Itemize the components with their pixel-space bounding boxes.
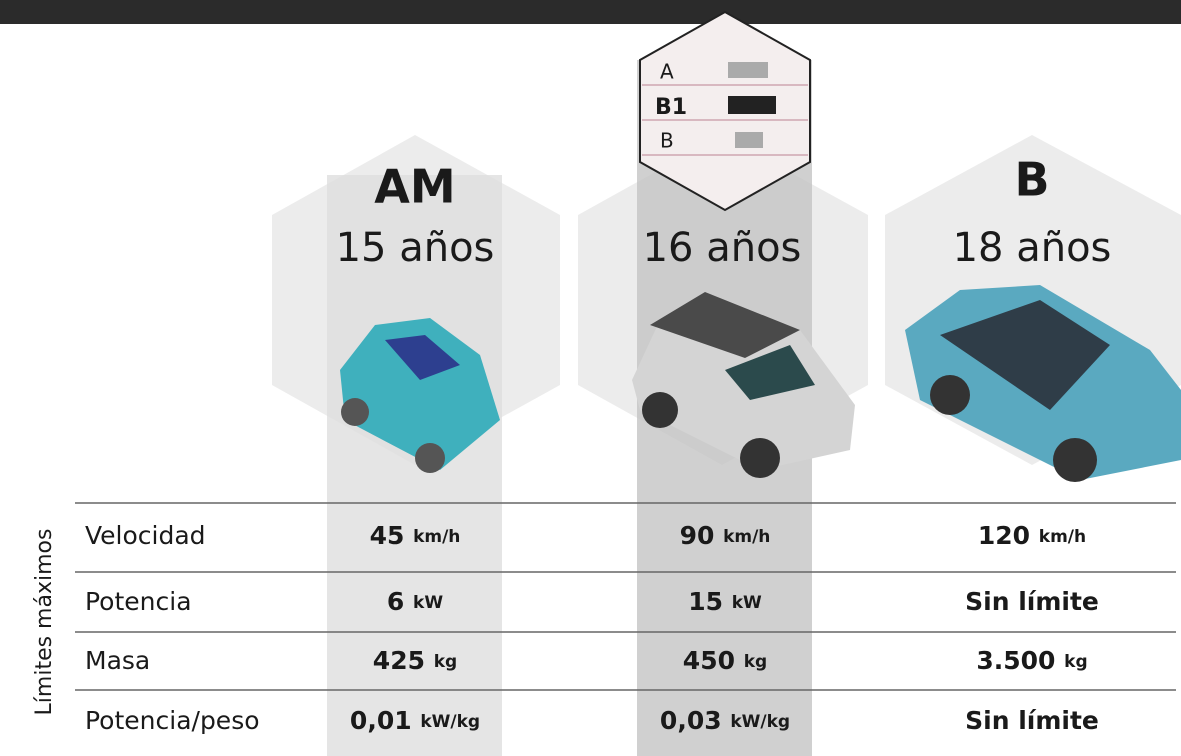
cell-value: 425 [373, 646, 425, 675]
cell: 3.500 kg [976, 646, 1087, 675]
cell-value: 0,03 [660, 706, 722, 735]
cell-value: 450 [683, 646, 735, 675]
card-icon [728, 96, 776, 114]
cell-value: 90 [680, 521, 715, 550]
cell-unit: kg [434, 652, 457, 672]
row-label: Masa [85, 646, 150, 675]
cell-value: 15 [688, 587, 723, 616]
cell-unit: kW/kg [420, 712, 480, 732]
cell-unit: km/h [1039, 527, 1086, 547]
cell: Sin límite [965, 706, 1099, 735]
card-text: B1 [655, 95, 687, 120]
cell-value: 120 [978, 521, 1030, 550]
cell-value: 45 [370, 521, 405, 550]
top-bar [0, 0, 1181, 24]
side-label: Límites máximos [32, 529, 57, 716]
cell-unit: kg [1064, 652, 1087, 672]
cell-value: Sin límite [965, 706, 1099, 735]
cell-value: Sin límite [965, 587, 1099, 616]
license: B [1014, 153, 1049, 207]
cell-unit: kW [732, 593, 762, 613]
license: AM [374, 160, 455, 214]
row-label: Potencia [85, 587, 192, 616]
card-icon [728, 62, 768, 78]
cell-unit: kW [413, 593, 443, 613]
age: 18 años [953, 225, 1112, 271]
card-icon [735, 132, 763, 148]
row-label: Velocidad [85, 521, 206, 550]
cell-value: 0,01 [350, 706, 412, 735]
row-label: Potencia/peso [85, 706, 260, 735]
cell-unit: km/h [413, 527, 460, 547]
cell-unit: kW/kg [730, 712, 790, 732]
cell: Sin límite [965, 587, 1099, 616]
age: 16 años [643, 225, 802, 271]
card-text: B [660, 129, 674, 153]
cell-value: 3.500 [976, 646, 1055, 675]
age: 15 años [336, 225, 495, 271]
cell-value: 6 [387, 587, 404, 616]
cell-unit: kg [744, 652, 767, 672]
cell: 120 km/h [978, 521, 1086, 550]
card-text: A [660, 60, 674, 84]
cell-unit: km/h [723, 527, 770, 547]
infographic: A B1 B AM 15 años 16 años B 18 años Lími… [0, 0, 1181, 756]
